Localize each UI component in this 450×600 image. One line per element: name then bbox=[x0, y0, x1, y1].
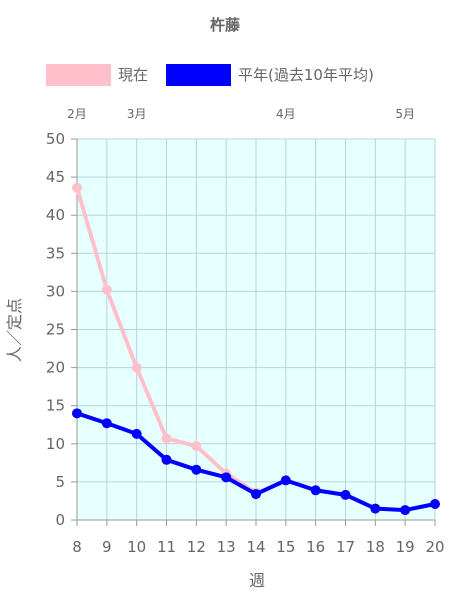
x-tick-label: 20 bbox=[425, 538, 444, 556]
y-tick-label: 15 bbox=[46, 397, 65, 415]
month-label: 4月 bbox=[276, 107, 296, 121]
x-tick-label: 8 bbox=[72, 538, 82, 556]
data-point bbox=[101, 418, 112, 429]
legend-swatch-current bbox=[46, 64, 111, 86]
data-point bbox=[191, 464, 202, 475]
x-tick-label: 13 bbox=[217, 538, 236, 556]
y-axis-label: 人／定点 bbox=[5, 298, 24, 362]
x-tick-label: 11 bbox=[157, 538, 176, 556]
x-tick-label: 17 bbox=[336, 538, 355, 556]
data-point bbox=[72, 182, 82, 193]
month-labels: 2月 3月 4月 5月 bbox=[67, 107, 415, 121]
series-layer bbox=[72, 182, 440, 516]
x-tick-label: 16 bbox=[306, 538, 325, 556]
data-point bbox=[161, 433, 172, 444]
axes: 0 5 10 15 20 25 30 35 40 45 50 8 9 10 11 12 13 14 15 16 17 18… bbox=[46, 130, 445, 556]
y-tick-label: 45 bbox=[46, 168, 65, 186]
x-tick-label: 19 bbox=[396, 538, 415, 556]
x-axis-label: 週 bbox=[249, 571, 265, 590]
y-tick-label: 30 bbox=[46, 282, 65, 300]
y-tick-label: 35 bbox=[46, 244, 65, 262]
legend: 現在 平年(過去10年平均) bbox=[46, 64, 374, 86]
y-tick-label: 50 bbox=[46, 130, 65, 148]
data-point bbox=[251, 489, 261, 500]
data-point bbox=[310, 485, 321, 496]
legend-label-current: 現在 bbox=[118, 66, 148, 84]
x-tick-label: 12 bbox=[187, 538, 206, 556]
x-tick-label: 14 bbox=[246, 538, 265, 556]
x-tick-label: 9 bbox=[102, 538, 112, 556]
data-point bbox=[131, 362, 142, 373]
y-tick-label: 25 bbox=[46, 321, 65, 339]
x-tick-label: 10 bbox=[127, 538, 146, 556]
x-tick-label: 15 bbox=[276, 538, 295, 556]
month-label: 5月 bbox=[395, 107, 415, 121]
chart-title: 杵藤 bbox=[210, 16, 241, 34]
data-point bbox=[400, 505, 411, 516]
y-tick-label: 10 bbox=[46, 435, 65, 453]
y-tick-label: 40 bbox=[46, 206, 65, 224]
data-point bbox=[191, 441, 202, 452]
legend-item-average[interactable]: 平年(過去10年平均) bbox=[166, 64, 374, 86]
data-point bbox=[430, 498, 440, 509]
data-point bbox=[370, 503, 381, 514]
month-label: 3月 bbox=[127, 107, 147, 121]
data-point bbox=[131, 428, 142, 439]
data-point bbox=[161, 454, 172, 465]
grid-lines bbox=[76, 138, 436, 521]
data-point bbox=[340, 489, 351, 500]
x-tick-label: 18 bbox=[366, 538, 385, 556]
data-point bbox=[72, 408, 82, 419]
data-point bbox=[280, 475, 291, 486]
y-tick-label: 0 bbox=[55, 511, 65, 529]
y-tick-label: 5 bbox=[55, 473, 65, 491]
legend-item-current[interactable]: 現在 bbox=[46, 64, 148, 86]
y-tick-label: 20 bbox=[46, 359, 65, 377]
data-point bbox=[101, 284, 112, 295]
series-average bbox=[72, 408, 440, 516]
month-label: 2月 bbox=[67, 107, 87, 121]
data-point bbox=[221, 472, 232, 483]
legend-label-average: 平年(過去10年平均) bbox=[238, 66, 374, 84]
legend-swatch-average bbox=[166, 64, 231, 86]
